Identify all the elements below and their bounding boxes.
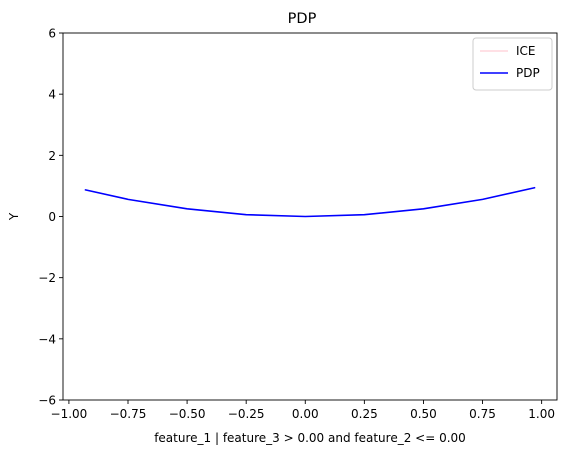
- y-tick-label: −4: [38, 332, 56, 346]
- y-tick-label: −6: [38, 394, 56, 408]
- x-tick-label: 1.00: [528, 407, 555, 421]
- y-tick-label: 0: [48, 210, 56, 224]
- plot-frame: [62, 32, 558, 401]
- y-tick-label: 4: [48, 88, 56, 102]
- x-tick-label: 0.50: [410, 407, 437, 421]
- x-tick-label: −0.50: [169, 407, 206, 421]
- legend-label-pdp: PDP: [516, 66, 540, 80]
- x-axis-label: feature_1 | feature_3 > 0.00 and feature…: [154, 431, 466, 445]
- x-tick-label: 0.25: [351, 407, 378, 421]
- y-tick-label: 2: [48, 149, 56, 163]
- legend-label-ice: ICE: [516, 44, 536, 58]
- series-line-pdp: [84, 186, 536, 218]
- x-tick-label: −0.75: [110, 407, 147, 421]
- y-axis-label: Y: [7, 212, 21, 221]
- x-tick-label: 0.75: [469, 407, 496, 421]
- legend-box: [472, 37, 553, 91]
- y-tick-label: −2: [38, 271, 56, 285]
- y-tick-label: 6: [48, 27, 56, 41]
- ticks-layer: −1.00 −0.75 −0.50 −0.25 0.00 0.25 0.50 0.75 1.00…: [38, 27, 555, 422]
- legend: ICE PDP: [472, 37, 553, 91]
- x-tick-label: 0.00: [292, 407, 319, 421]
- chart-title: PDP: [288, 11, 317, 27]
- series-layer: [84, 186, 536, 218]
- x-tick-label: −0.25: [228, 407, 265, 421]
- x-tick-label: −1.00: [51, 407, 88, 421]
